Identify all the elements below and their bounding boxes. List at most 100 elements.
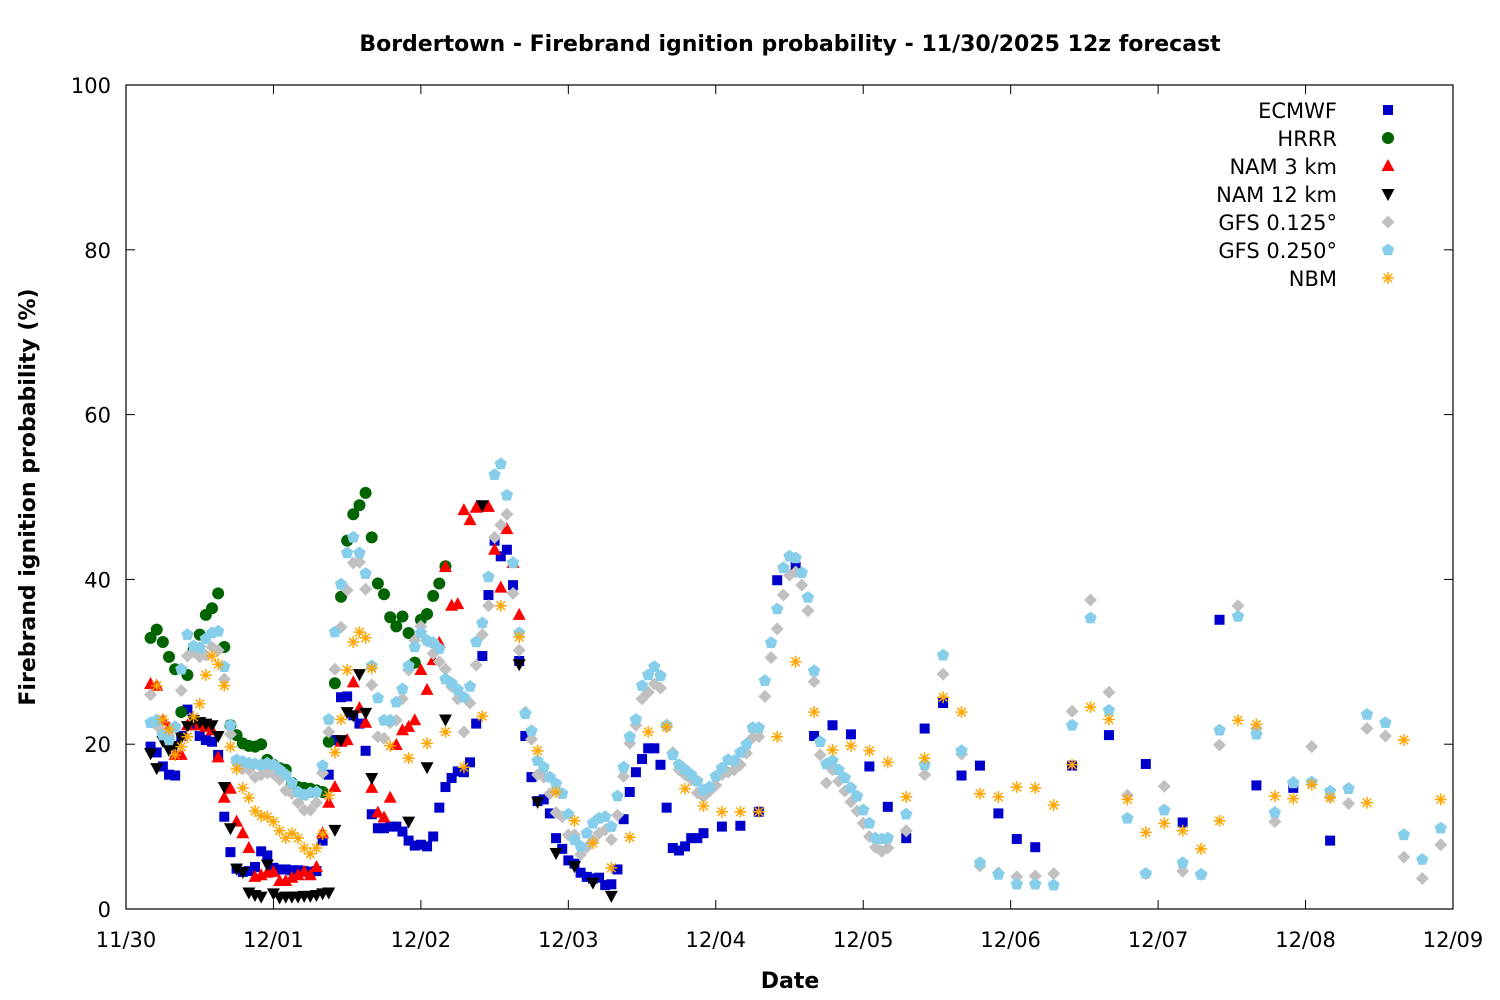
data-point: [360, 745, 371, 756]
data-point: [716, 821, 727, 832]
data-point: [1397, 850, 1411, 864]
data-point: [1195, 842, 1208, 855]
data-point: [279, 832, 292, 845]
data-point: [814, 735, 827, 747]
data-point: [341, 546, 354, 559]
data-point: [280, 864, 291, 875]
data-point: [655, 759, 666, 770]
data-point: [881, 756, 894, 769]
data-point: [544, 808, 555, 819]
data-point: [341, 664, 354, 677]
legend-label: NAM 3 km: [1229, 155, 1337, 179]
data-point: [250, 861, 261, 872]
data-point: [365, 780, 379, 793]
data-point: [243, 866, 254, 877]
data-point: [255, 809, 268, 822]
data-point: [648, 660, 661, 672]
data-point: [1214, 614, 1225, 625]
data-point: [826, 754, 839, 766]
data-point: [440, 782, 451, 793]
data-point: [973, 856, 987, 869]
data-point: [285, 776, 299, 789]
data-point: [422, 841, 433, 852]
legend-label: GFS 0.125°: [1218, 211, 1337, 235]
data-point: [1250, 727, 1263, 740]
data-point: [377, 731, 391, 745]
data-point: [508, 580, 519, 591]
data-point: [703, 780, 716, 793]
data-point: [224, 740, 237, 753]
data-point: [807, 675, 821, 689]
data-point: [1416, 853, 1429, 865]
data-point: [352, 555, 366, 569]
data-point: [581, 871, 592, 882]
data-point: [420, 762, 434, 775]
data-point: [770, 622, 784, 636]
data-point: [365, 531, 378, 544]
data-point: [1177, 817, 1188, 828]
data-point: [1029, 877, 1042, 890]
data-point: [1250, 718, 1263, 731]
data-point: [1379, 716, 1392, 728]
data-point: [857, 803, 870, 816]
data-point: [334, 735, 348, 748]
data-point: [845, 729, 856, 740]
data-point: [415, 839, 426, 850]
data-point: [838, 771, 851, 784]
data-point: [359, 486, 372, 499]
data-point: [563, 855, 574, 866]
data-point: [1213, 814, 1226, 827]
data-point: [408, 713, 422, 726]
data-point: [1176, 824, 1189, 837]
data-point: [371, 691, 385, 704]
data-point: [637, 754, 648, 765]
data-point: [224, 718, 237, 731]
data-point: [764, 636, 778, 649]
data-point: [531, 744, 544, 757]
data-point: [322, 725, 336, 739]
data-point: [1434, 838, 1448, 852]
data-point: [500, 507, 514, 521]
data-point: [1268, 815, 1282, 829]
data-point: [827, 720, 838, 731]
data-point: [428, 831, 439, 842]
data-point: [500, 522, 514, 535]
data-point: [692, 833, 703, 844]
legend-marker-diamond-icon: [1381, 215, 1395, 229]
data-point: [611, 789, 624, 802]
data-point: [359, 567, 372, 579]
data-point: [230, 863, 244, 876]
data-point: [279, 873, 293, 886]
data-point: [336, 692, 347, 703]
data-point: [144, 688, 158, 702]
legend-marker-pentagon-icon: [1381, 243, 1395, 256]
data-point: [1065, 704, 1079, 718]
data-point: [649, 743, 660, 754]
data-point: [396, 610, 409, 623]
data-point: [605, 861, 618, 874]
data-point: [255, 738, 268, 751]
data-point: [163, 650, 176, 663]
data-point: [385, 821, 396, 832]
data-point: [735, 820, 746, 831]
data-point: [310, 842, 323, 855]
data-point: [1047, 867, 1061, 881]
data-point: [476, 616, 489, 629]
data-point: [1360, 722, 1374, 736]
data-point: [660, 720, 673, 733]
data-point: [396, 682, 409, 695]
data-point: [519, 707, 532, 719]
data-point: [390, 695, 403, 708]
data-point: [420, 682, 434, 695]
data-point: [163, 723, 176, 736]
data-point: [771, 730, 784, 743]
axis-ticks: 11/30 12/01 12/02 12/03 12/04 12/05 12/06 12/07…: [71, 74, 1483, 952]
data-point: [402, 816, 416, 829]
data-point: [452, 766, 463, 777]
data-point: [303, 868, 317, 881]
data-points: [144, 457, 1448, 905]
data-point: [340, 707, 354, 720]
data-point: [1065, 718, 1079, 731]
data-point: [1397, 734, 1410, 747]
